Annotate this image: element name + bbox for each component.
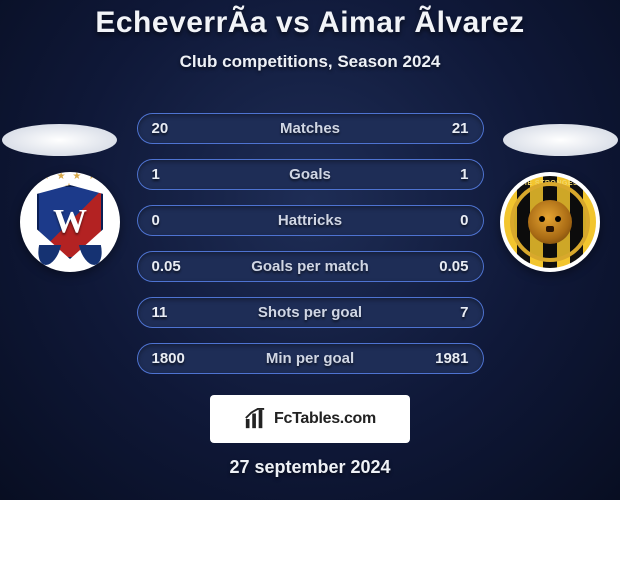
stat-left-value: 1 bbox=[152, 166, 198, 183]
stat-left-value: 20 bbox=[152, 120, 198, 137]
stat-row: 20Matches21 bbox=[138, 114, 483, 143]
stat-row: 0Hattricks0 bbox=[138, 206, 483, 235]
page-title: EcheverrÃ­a vs Aimar Ãlvarez bbox=[95, 6, 524, 40]
stat-row: 1800Min per goal1981 bbox=[138, 344, 483, 373]
stat-right-value: 7 bbox=[423, 304, 469, 321]
crest-ring bbox=[510, 182, 590, 262]
tiger-face-icon bbox=[528, 200, 572, 244]
stat-right-value: 21 bbox=[423, 120, 469, 137]
date-label: 27 september 2024 bbox=[229, 457, 390, 478]
stat-left-value: 0 bbox=[152, 212, 198, 229]
attribution-text: FcTables.com bbox=[274, 410, 376, 428]
stat-right-value: 1981 bbox=[423, 350, 469, 367]
stat-row: 11Shots per goal7 bbox=[138, 298, 483, 327]
stat-row: 1Goals1 bbox=[138, 160, 483, 189]
stats-table: 20Matches21 1Goals1 0Hattricks0 0.05Goals p… bbox=[138, 114, 483, 373]
stat-right-value: 0.05 bbox=[423, 258, 469, 275]
comparison-card: EcheverrÃ­a vs Aimar Ãlvarez Club compet… bbox=[0, 0, 620, 500]
stat-right-value: 1 bbox=[423, 166, 469, 183]
stat-right-value: 0 bbox=[423, 212, 469, 229]
attribution-badge[interactable]: FcTables.com bbox=[210, 395, 410, 443]
wilstermann-shield-icon: ★ ★ ★ ★ ★ W bbox=[37, 185, 103, 259]
stat-row: 0.05Goals per match0.05 bbox=[138, 252, 483, 281]
stat-left-value: 0.05 bbox=[152, 258, 198, 275]
player-left-crest: ★ ★ ★ ★ ★ W bbox=[20, 172, 120, 272]
shield-wings bbox=[37, 245, 103, 265]
strongest-crest-icon: THE STRONGEST bbox=[504, 176, 596, 268]
player-left-ellipse bbox=[2, 124, 117, 156]
player-right-ellipse bbox=[503, 124, 618, 156]
subtitle: Club competitions, Season 2024 bbox=[180, 52, 441, 72]
stat-left-value: 11 bbox=[152, 304, 198, 321]
player-right-crest: THE STRONGEST bbox=[500, 172, 600, 272]
bar-chart-icon bbox=[244, 408, 266, 430]
stat-left-value: 1800 bbox=[152, 350, 198, 367]
